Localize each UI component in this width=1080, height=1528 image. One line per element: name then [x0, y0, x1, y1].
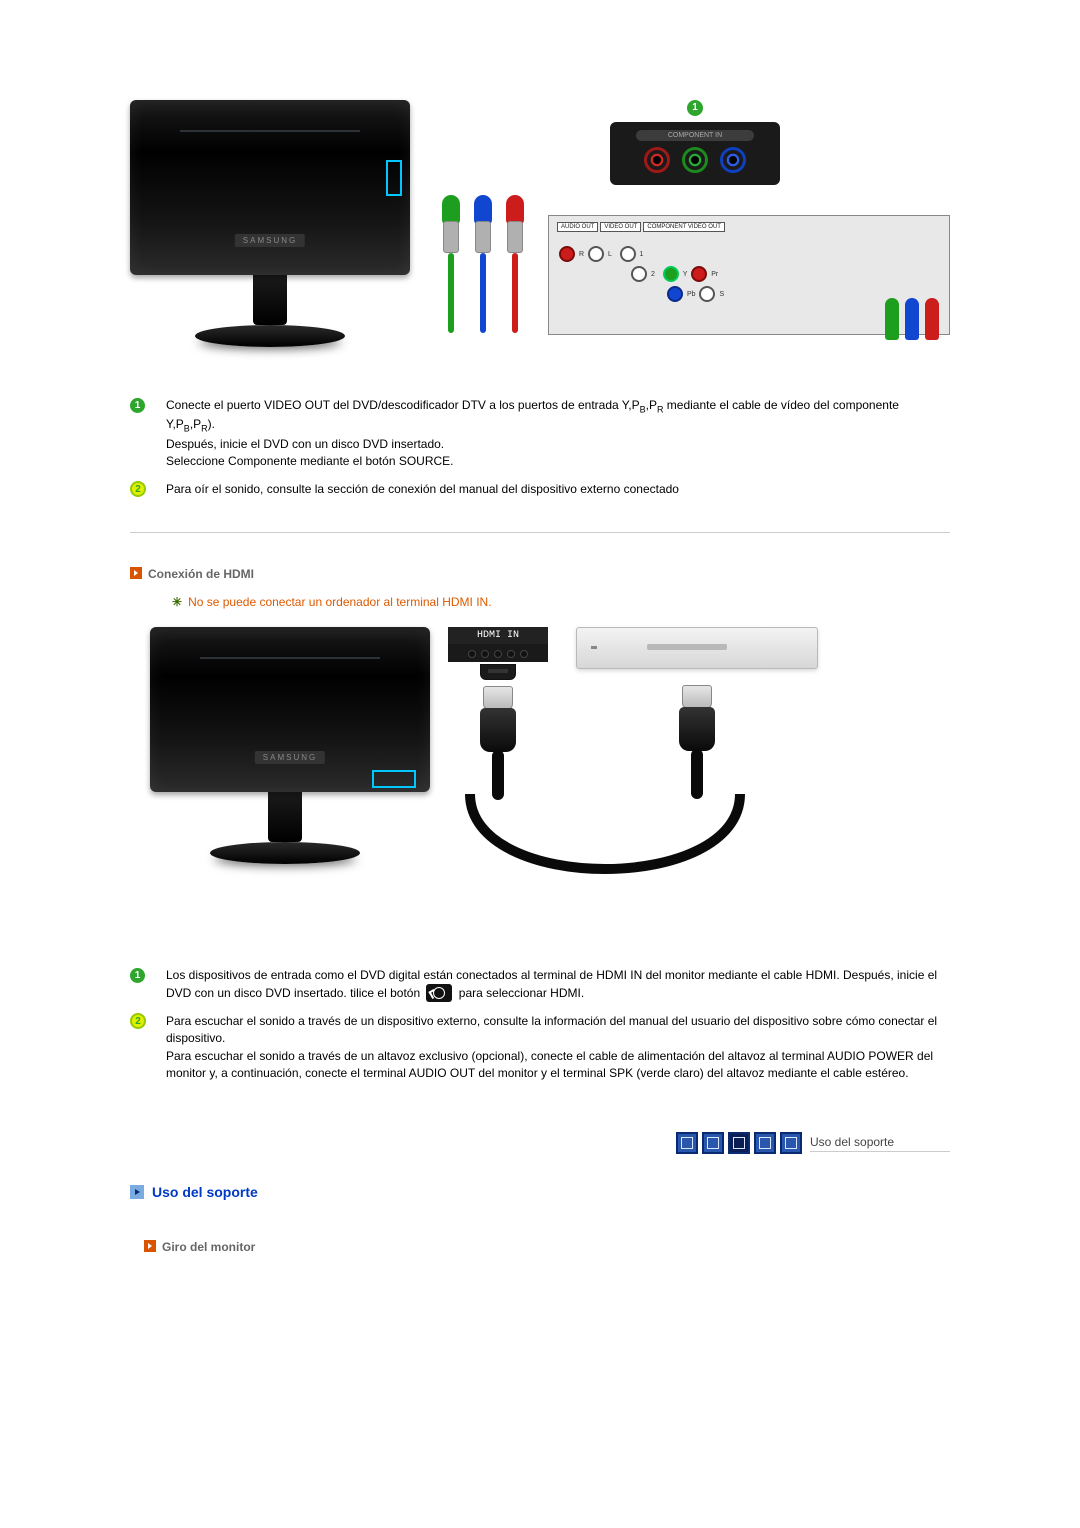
hdmi-steps: 1 Los dispositivos de entrada como el DV…	[130, 957, 950, 1092]
nav-tile-2-icon[interactable]	[702, 1132, 724, 1154]
jack-y-icon	[682, 147, 708, 173]
hdmi-in-label: HDMI IN	[448, 627, 548, 644]
note-marker-icon: ✳	[172, 595, 182, 609]
hdmi-port-icon	[480, 664, 516, 680]
component-in-panel: 1 COMPONENT IN	[440, 100, 950, 335]
blue-arrow-icon	[130, 1185, 144, 1199]
cable-y-icon	[440, 195, 462, 335]
mini-jack-video2	[631, 266, 647, 282]
nav-tile-5-icon[interactable]	[780, 1132, 802, 1154]
footer-nav-icons	[676, 1132, 802, 1154]
nav-tile-4-icon[interactable]	[754, 1132, 776, 1154]
mini-jack-pr	[691, 266, 707, 282]
external-device-box: AUDIO OUT VIDEO OUT COMPONENT VIDEO OUT …	[548, 215, 950, 335]
monitor-back-thumb2: SAMSUNG	[150, 627, 420, 864]
nav-tile-1-icon[interactable]	[676, 1132, 698, 1154]
callout-1-icon: 1	[687, 100, 703, 116]
mini-jack-pb	[667, 286, 683, 302]
component-cables	[440, 195, 526, 335]
content: SAMSUNG 1 COMPONENT IN	[130, 100, 950, 1254]
cable-pb-icon	[472, 195, 494, 335]
hdmi-step2-bullet: 2	[130, 1013, 146, 1029]
device-down-cables	[885, 298, 939, 340]
component-port-highlight	[386, 160, 402, 196]
nav-tile-3-icon[interactable]	[728, 1132, 750, 1154]
jack-pr-icon	[644, 147, 670, 173]
label-component-out: COMPONENT VIDEO OUT	[643, 222, 725, 232]
jack-pb-icon	[720, 147, 746, 173]
footer-nav-label[interactable]: Uso del soporte	[810, 1135, 950, 1152]
mini-jack-video1	[620, 246, 636, 262]
component-in-box: COMPONENT IN	[610, 122, 780, 185]
component-steps: 1 Conecte el puerto VIDEO OUT del DVD/de…	[130, 387, 950, 508]
mini-jack-audio-r	[559, 246, 575, 262]
label-audio-out: AUDIO OUT	[557, 222, 598, 232]
hdmi-step1-bullet: 1	[130, 968, 145, 983]
hdmi-port-highlight	[372, 770, 416, 788]
arrow-bullet-icon	[130, 567, 142, 579]
separator	[130, 532, 950, 533]
stand-section-heading: Uso del soporte	[130, 1184, 950, 1200]
source-button-icon	[426, 984, 452, 1002]
step2-text: Para oír el sonido, consulte la sección …	[166, 481, 950, 498]
rotate-monitor-heading: Giro del monitor	[144, 1240, 950, 1254]
step1-text: Conecte el puerto VIDEO OUT del DVD/desc…	[166, 397, 950, 471]
step2-bullet: 2	[130, 481, 146, 497]
device-out-labels: AUDIO OUT VIDEO OUT COMPONENT VIDEO OUT	[557, 222, 725, 232]
dvd-player	[576, 627, 818, 669]
component-in-label: COMPONENT IN	[636, 130, 754, 141]
monitor-brand: SAMSUNG	[235, 234, 305, 247]
step1-bullet: 1	[130, 398, 145, 413]
device-jacks: R L 1 2 Y Pr Pb	[557, 244, 724, 304]
document-page: SAMSUNG 1 COMPONENT IN	[0, 0, 1080, 1528]
mini-jack-s	[699, 286, 715, 302]
hdmi-warning-note: ✳No se puede conectar un ordenador al te…	[172, 595, 950, 609]
hdmi-plug-left	[479, 686, 517, 786]
figure-component-connection: SAMSUNG 1 COMPONENT IN	[130, 100, 950, 347]
monitor-back-thumb1: SAMSUNG	[130, 100, 410, 347]
label-video-out: VIDEO OUT	[600, 222, 641, 232]
cable-pr-icon	[504, 195, 526, 335]
monitor-brand2: SAMSUNG	[255, 751, 325, 764]
hdmi-section-heading: Conexión de HDMI	[130, 567, 950, 581]
hdmi-step1-text: Los dispositivos de entrada como el DVD …	[166, 967, 950, 1003]
mini-jack-audio-l	[588, 246, 604, 262]
mini-jack-y	[663, 266, 679, 282]
arrow-bullet-icon2	[144, 1240, 156, 1252]
hdmi-step2-text: Para escuchar el sonido a través de un d…	[166, 1013, 950, 1083]
hdmi-in-panel: HDMI IN	[448, 627, 548, 680]
hdmi-plug-right	[678, 685, 716, 785]
hdmi-cable-curve	[440, 794, 950, 917]
footer-nav-tabs: Uso del soporte	[130, 1132, 950, 1154]
